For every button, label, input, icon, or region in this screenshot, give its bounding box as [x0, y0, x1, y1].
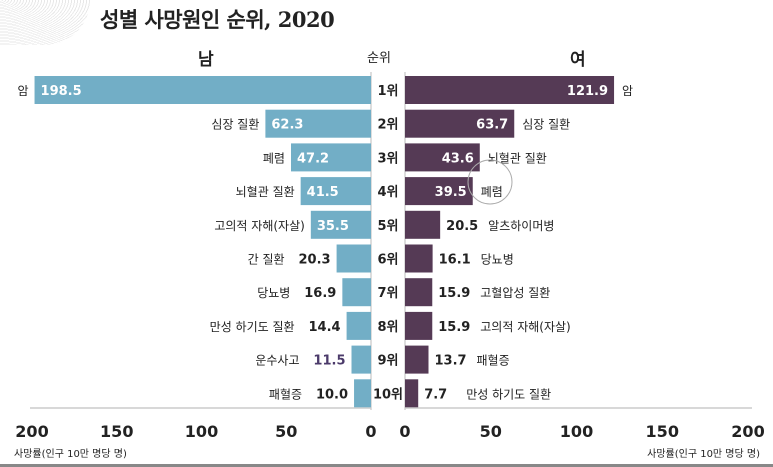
- female-category-label: 알츠하이머병: [488, 219, 554, 233]
- male-bar: [336, 244, 371, 273]
- male-category-label: 고의적 자해(자살): [214, 219, 304, 233]
- female-value-label: 15.9: [438, 320, 470, 335]
- male-value-label: 20.3: [299, 253, 331, 268]
- male-category-label: 만성 하기도 질환: [210, 320, 295, 334]
- rank-label: 9위: [377, 354, 398, 369]
- highlight-circle: [467, 159, 513, 205]
- female-bar: [405, 109, 515, 138]
- male-x-tick: 150: [100, 422, 133, 441]
- female-bar: [405, 177, 473, 206]
- female-category-label: 고혈압성 질환: [480, 286, 550, 300]
- male-x-tick: 0: [365, 422, 376, 441]
- male-bar: [34, 76, 371, 104]
- female-value-label: 39.5: [435, 185, 467, 200]
- rank-label: 7위: [377, 286, 398, 301]
- male-value-label: 47.2: [297, 151, 329, 166]
- rank-label: 6위: [377, 253, 398, 268]
- male-category-label: 뇌혈관 질환: [236, 185, 295, 199]
- rank-label: 3위: [377, 151, 398, 166]
- female-category-label: 암: [622, 84, 633, 98]
- female-bar: [405, 311, 433, 340]
- male-value-label: 41.5: [307, 185, 339, 200]
- rank-label: 5위: [377, 219, 398, 234]
- male-bar: [346, 311, 371, 340]
- female-bar: [405, 278, 433, 307]
- female-value-label: 16.1: [439, 253, 471, 268]
- male-header: 남: [198, 50, 214, 70]
- male-category-label: 폐렴: [263, 151, 285, 165]
- rank-label: 8위: [377, 320, 398, 335]
- male-category-label: 당뇨병: [257, 286, 290, 300]
- male-bar: [342, 278, 371, 307]
- female-category-label: 심장 질환: [522, 118, 570, 132]
- male-category-label: 운수사고: [255, 354, 299, 368]
- female-category-label: 고의적 자해(자살): [480, 320, 570, 334]
- male-x-tick: 200: [15, 422, 48, 441]
- female-category-label: 당뇨병: [481, 253, 514, 267]
- female-category-label: 폐렴: [481, 185, 503, 199]
- female-x-tick: 150: [646, 422, 679, 441]
- male-bar: [265, 109, 371, 138]
- rank-label: 2위: [377, 118, 398, 133]
- rank-header: 순위: [367, 51, 391, 66]
- male-value-label: 11.5: [313, 354, 345, 369]
- female-bar: [405, 345, 429, 374]
- rank-label: 4위: [377, 185, 398, 200]
- male-category-label: 심장 질환: [211, 118, 259, 132]
- male-bar: [310, 210, 371, 239]
- female-value-label: 63.7: [476, 118, 508, 133]
- male-x-tick: 100: [185, 422, 218, 441]
- female-header: 여: [570, 50, 586, 70]
- male-value-label: 62.3: [271, 118, 303, 133]
- female-value-label: 15.9: [438, 286, 470, 301]
- female-category-label: 만성 하기도 질환: [466, 387, 551, 401]
- female-value-label: 43.6: [442, 151, 474, 166]
- male-value-label: 14.4: [309, 320, 341, 335]
- female-category-label: 뇌혈관 질환: [488, 151, 547, 165]
- female-value-label: 7.7: [424, 387, 447, 402]
- female-value-label: 121.9: [567, 84, 608, 99]
- female-x-axis-label: 사망률(인구 10만 명당 명): [647, 448, 760, 460]
- chart-title: 성별 사망원인 순위, 2020: [100, 7, 335, 32]
- female-bar: [405, 143, 480, 172]
- female-bar: [405, 76, 615, 104]
- female-bar: [405, 244, 433, 273]
- male-category-label: 간 질환: [248, 253, 285, 267]
- male-category-label: 암: [17, 84, 28, 98]
- male-value-label: 16.9: [304, 286, 336, 301]
- rank-label: 10위: [373, 387, 403, 402]
- female-x-tick: 200: [731, 422, 764, 441]
- female-bar: [405, 210, 441, 239]
- female-value-label: 20.5: [446, 219, 478, 234]
- male-category-label: 패혈증: [269, 387, 302, 401]
- male-value-label: 35.5: [317, 219, 349, 234]
- female-category-label: 패혈증: [476, 354, 509, 368]
- female-value-label: 13.7: [434, 354, 466, 369]
- male-value-label: 10.0: [316, 387, 348, 402]
- male-bar: [354, 379, 371, 408]
- female-x-tick: 50: [480, 422, 502, 441]
- bottom-border: [0, 464, 773, 467]
- rank-label: 1위: [377, 84, 398, 99]
- male-bar: [290, 143, 371, 172]
- male-value-label: 198.5: [41, 84, 82, 99]
- male-bar: [300, 177, 371, 206]
- male-x-axis-label: 사망률(인구 10만 명당 명): [14, 448, 127, 460]
- male-bar: [351, 345, 371, 374]
- female-x-tick: 0: [399, 422, 410, 441]
- female-bar: [405, 379, 419, 408]
- male-x-tick: 50: [275, 422, 297, 441]
- female-x-tick: 100: [560, 422, 593, 441]
